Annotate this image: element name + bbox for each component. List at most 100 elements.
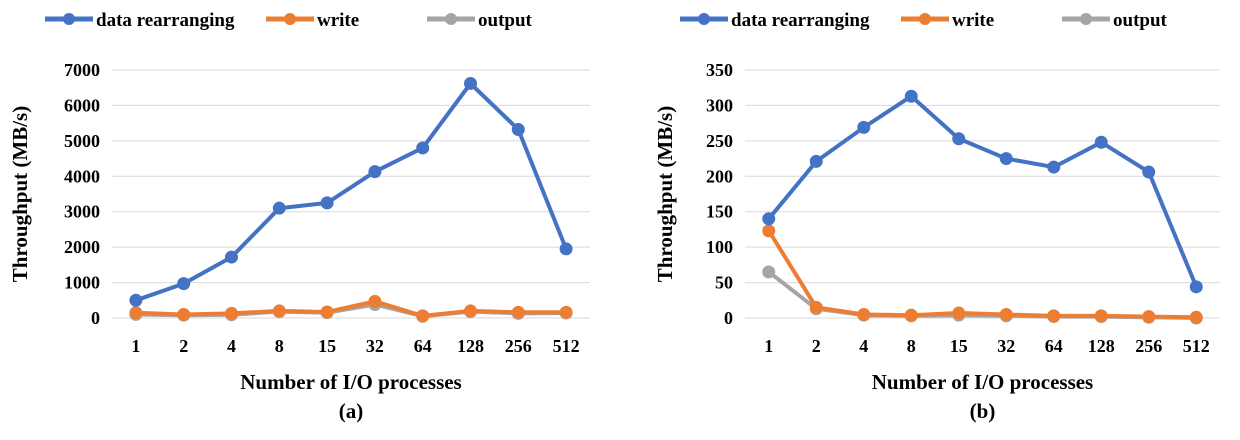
- legend-marker-1: [284, 13, 296, 25]
- y-tick-label-6: 6000: [64, 95, 100, 115]
- y-tick-label-7: 7000: [64, 60, 100, 80]
- data-point-1-6: [416, 309, 430, 323]
- data-point-0-8: [1142, 165, 1156, 179]
- legend-label-0: data rearranging: [731, 10, 870, 31]
- data-point-0-6: [416, 141, 430, 155]
- y-tick-label-3: 3000: [64, 202, 100, 222]
- y-tick-label-6: 300: [706, 95, 733, 115]
- y-tick-label-2: 2000: [64, 237, 100, 257]
- y-tick-label-0: 0: [91, 308, 100, 328]
- data-point-1-1: [809, 300, 823, 314]
- legend-label-2: output: [478, 10, 533, 31]
- data-point-1-5: [368, 294, 382, 308]
- data-point-1-7: [464, 304, 477, 318]
- legend-marker-2: [1080, 13, 1092, 25]
- data-point-1-0: [129, 306, 143, 320]
- x-tick-label-1: 2: [179, 336, 188, 356]
- legend-marker-1: [919, 13, 931, 25]
- caption: (a): [339, 399, 364, 423]
- data-point-2-0: [762, 265, 776, 279]
- x-tick-label-5: 32: [997, 336, 1015, 356]
- x-axis-title: Number of I/O processes: [240, 370, 461, 394]
- y-tick-label-4: 200: [706, 166, 733, 186]
- data-point-1-1: [177, 307, 191, 321]
- x-tick-label-5: 32: [366, 336, 384, 356]
- data-point-0-9: [1189, 280, 1203, 294]
- y-tick-label-2: 100: [706, 237, 733, 257]
- data-point-0-6: [1047, 160, 1061, 174]
- data-point-0-4: [952, 132, 966, 146]
- series-line-0: [767, 94, 1199, 288]
- y-tick-label-5: 250: [706, 131, 733, 151]
- legend-label-0: data rearranging: [96, 10, 235, 31]
- x-tick-label-6: 64: [414, 336, 432, 356]
- data-point-1-2: [225, 306, 238, 320]
- x-tick-label-0: 1: [764, 336, 773, 356]
- data-point-1-3: [272, 304, 286, 318]
- data-point-0-7: [1094, 135, 1108, 149]
- x-tick-label-3: 8: [907, 336, 916, 356]
- data-point-1-9: [1189, 310, 1203, 324]
- data-point-1-8: [511, 305, 525, 319]
- data-point-0-0: [129, 293, 143, 307]
- y-tick-label-7: 350: [706, 60, 733, 80]
- data-point-0-3: [904, 89, 918, 103]
- y-tick-label-1: 1000: [64, 273, 100, 293]
- data-point-1-5: [999, 307, 1013, 321]
- legend-marker-2: [445, 13, 457, 25]
- data-point-1-4: [952, 306, 966, 320]
- x-tick-label-2: 4: [227, 336, 236, 356]
- data-point-0-5: [999, 152, 1013, 166]
- data-point-1-0: [762, 224, 776, 238]
- x-tick-label-1: 2: [812, 336, 821, 356]
- series-line-0: [135, 81, 568, 303]
- y-axis-title: Throughput (MB/s): [8, 106, 32, 282]
- x-tick-label-9: 512: [1183, 336, 1210, 356]
- caption: (b): [970, 399, 996, 423]
- y-tick-label-5: 5000: [64, 131, 100, 151]
- data-point-1-7: [1094, 309, 1108, 323]
- legend-marker-0: [698, 13, 710, 25]
- y-axis-title: Throughput (MB/s): [653, 106, 677, 282]
- legend-label-2: output: [1113, 10, 1168, 31]
- x-axis-title: Number of I/O processes: [872, 370, 1093, 394]
- y-tick-label-4: 4000: [64, 166, 100, 186]
- data-point-1-8: [1142, 310, 1156, 324]
- data-point-1-3: [904, 308, 918, 322]
- x-tick-label-2: 4: [859, 336, 868, 356]
- x-tick-label-4: 15: [950, 336, 968, 356]
- series-line-1: [135, 299, 567, 318]
- data-point-0-1: [177, 277, 191, 291]
- x-tick-label-7: 128: [457, 336, 484, 356]
- legend-marker-0: [63, 13, 75, 25]
- data-point-1-2: [857, 307, 871, 321]
- x-tick-label-8: 256: [1135, 336, 1162, 356]
- data-point-0-2: [225, 250, 238, 264]
- data-point-0-0: [762, 212, 776, 226]
- x-tick-label-9: 512: [553, 336, 580, 356]
- data-point-0-9: [559, 242, 573, 256]
- data-point-0-8: [511, 123, 525, 137]
- x-tick-label-6: 64: [1045, 336, 1063, 356]
- data-point-0-4: [320, 196, 334, 210]
- data-point-1-6: [1047, 309, 1061, 323]
- data-point-0-2: [857, 120, 871, 134]
- data-point-1-4: [320, 305, 334, 319]
- data-point-0-7: [464, 76, 477, 90]
- x-tick-label-3: 8: [275, 336, 284, 356]
- y-tick-label-1: 50: [715, 273, 733, 293]
- data-point-0-3: [272, 201, 286, 215]
- y-tick-label-3: 150: [706, 202, 733, 222]
- legend-label-1: write: [952, 10, 994, 31]
- x-tick-label-0: 1: [131, 336, 140, 356]
- legend-label-1: write: [317, 10, 359, 31]
- series-line-1: [767, 229, 1197, 320]
- data-point-0-5: [368, 165, 382, 179]
- data-point-1-9: [559, 305, 573, 319]
- y-tick-label-0: 0: [724, 308, 733, 328]
- x-tick-label-7: 128: [1088, 336, 1115, 356]
- x-tick-label-8: 256: [505, 336, 532, 356]
- x-tick-label-4: 15: [318, 336, 336, 356]
- data-point-0-1: [809, 154, 823, 168]
- chart-b: data rearranging write output 0 50 100 150 200 2…: [653, 10, 1220, 423]
